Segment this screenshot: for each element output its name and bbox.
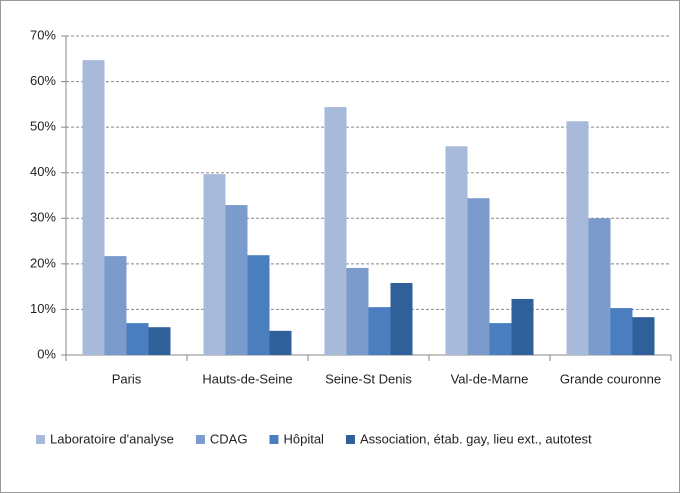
y-tick-label: 40% (30, 164, 56, 179)
bar (511, 298, 534, 355)
bar (247, 255, 270, 355)
x-tick-label: Grande couronne (560, 371, 661, 386)
legend-swatch (269, 435, 279, 444)
x-tick-label: Seine-St Denis (325, 371, 412, 386)
x-tick-label: Hauts-de-Seine (202, 371, 292, 386)
y-tick-label: 10% (30, 301, 56, 316)
bar (566, 121, 589, 356)
y-tick-label: 60% (30, 73, 56, 88)
x-tick-label: Paris (112, 371, 142, 386)
bar (346, 267, 369, 355)
y-tick-label: 0% (37, 346, 56, 361)
bar (390, 282, 413, 355)
legend-swatch (345, 435, 355, 444)
bar (104, 256, 127, 355)
bar (324, 107, 347, 355)
bar (368, 307, 391, 355)
bar (126, 323, 149, 355)
bar (467, 198, 490, 355)
y-tick-label: 20% (30, 255, 56, 270)
y-tick-label: 70% (30, 27, 56, 42)
legend-swatch (36, 435, 45, 444)
legend-label: Association, étab. gay, lieu ext., autot… (360, 431, 592, 446)
bar (610, 308, 633, 355)
bar (82, 60, 105, 355)
bar (489, 323, 512, 355)
bar (445, 146, 468, 355)
bar (632, 317, 655, 355)
legend-label: Laboratoire d'analyse (50, 431, 174, 446)
y-tick-label: 30% (30, 210, 56, 225)
x-tick-label: Val-de-Marne (451, 371, 529, 386)
legend-label: Hôpital (283, 431, 324, 446)
y-tick-label: 50% (30, 119, 56, 134)
legend-swatch (195, 435, 205, 444)
bar (225, 205, 248, 355)
bar (203, 174, 226, 355)
legend-label: CDAG (210, 431, 248, 446)
bar (588, 218, 611, 355)
bar (148, 327, 171, 355)
bar (269, 330, 292, 355)
